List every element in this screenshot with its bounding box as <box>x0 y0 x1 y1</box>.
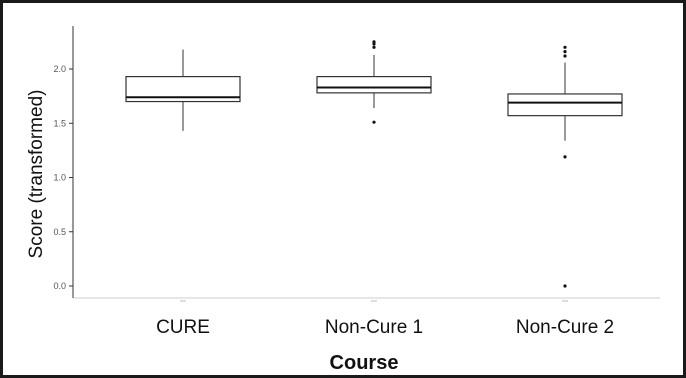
x-tick-label: CURE <box>156 317 210 338</box>
outlier-point <box>563 155 567 159</box>
x-tick-labels: CURE Non-Cure 1 Non-Cure 2 <box>156 317 614 338</box>
box-iqr <box>316 75 432 94</box>
x-tick-label: Non-Cure 1 <box>325 317 423 338</box>
boxes-group <box>125 40 623 302</box>
y-tick-label: 2.0 <box>53 64 66 74</box>
y-tick-label: 1.0 <box>53 173 66 183</box>
outlier-point <box>372 120 376 124</box>
outlier-point <box>563 54 567 58</box>
outlier-point <box>563 45 567 49</box>
outlier-point <box>372 40 376 44</box>
y-tick-label: 0.5 <box>53 227 66 237</box>
y-ticks: 0.0 0.5 1.0 1.5 2.0 <box>53 64 73 291</box>
y-tick-label: 0.0 <box>53 281 66 291</box>
y-axis-title: Score (transformed) <box>26 90 47 259</box>
x-axis-title: Course <box>330 352 399 374</box>
y-tick-label: 1.5 <box>53 118 66 128</box>
outlier-point <box>563 284 567 288</box>
outlier-point <box>563 50 567 54</box>
x-tick-label: Non-Cure 2 <box>516 317 614 338</box>
outlier-point <box>372 45 376 49</box>
box-iqr <box>507 93 623 117</box>
